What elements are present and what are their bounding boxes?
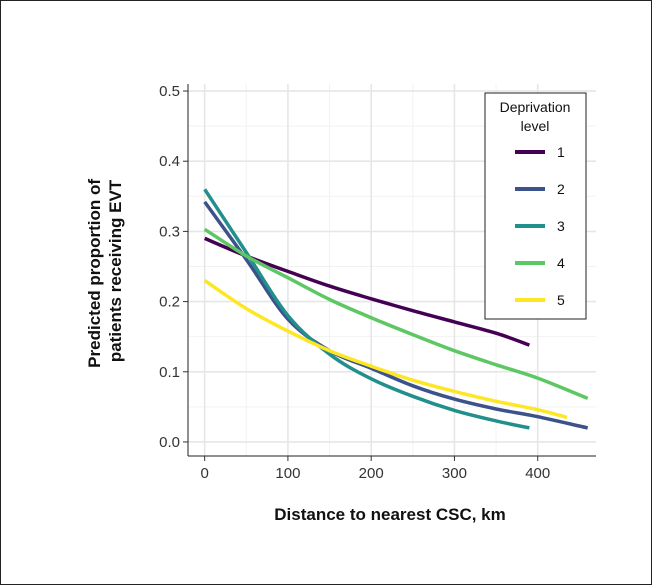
y-tick-label: 0.2 (159, 294, 180, 311)
y-tick-label: 0.1 (159, 364, 180, 381)
y-tick-label: 0.3 (159, 223, 180, 240)
axes: 0 100 200 300 400 0.0 0.1 0.2 0.3 0.4 0.5 (159, 83, 596, 482)
legend: Deprivation level 1 2 3 4 5 (484, 92, 587, 320)
legend-label-3: 3 (557, 218, 565, 234)
x-axis-title: Distance to nearest CSC, km (274, 505, 505, 524)
y-tick-label: 0.0 (159, 434, 180, 451)
series-line-3 (203, 188, 530, 430)
y-axis-title-line-2: patients receiving EVT (106, 179, 125, 362)
legend-title-line-2: level (521, 118, 550, 134)
series-line-5 (203, 279, 568, 420)
series-line-1 (204, 236, 530, 347)
legend-label-2: 2 (557, 181, 565, 197)
legend-title-line-1: Deprivation (500, 99, 571, 115)
y-axis-title: Predicted proportion of patients receivi… (85, 174, 125, 368)
legend-label-1: 1 (557, 144, 565, 160)
x-tick-label: 400 (525, 465, 550, 482)
x-tick-label: 100 (275, 465, 300, 482)
y-tick-label: 0.5 (159, 83, 180, 100)
legend-entries: 1 2 3 4 5 (515, 144, 565, 308)
series-line-4 (203, 227, 589, 401)
legend-label-5: 5 (557, 292, 565, 308)
series-line-2 (203, 200, 589, 430)
x-tick-label: 300 (442, 465, 467, 482)
x-tick-label: 0 (200, 465, 208, 482)
y-axis-title-line-1: Predicted proportion of (85, 179, 104, 368)
y-tick-label: 0.4 (159, 153, 180, 170)
x-tick-label: 200 (359, 465, 384, 482)
legend-label-4: 4 (557, 255, 565, 271)
legend-box (484, 92, 587, 320)
series-layer (203, 188, 589, 430)
